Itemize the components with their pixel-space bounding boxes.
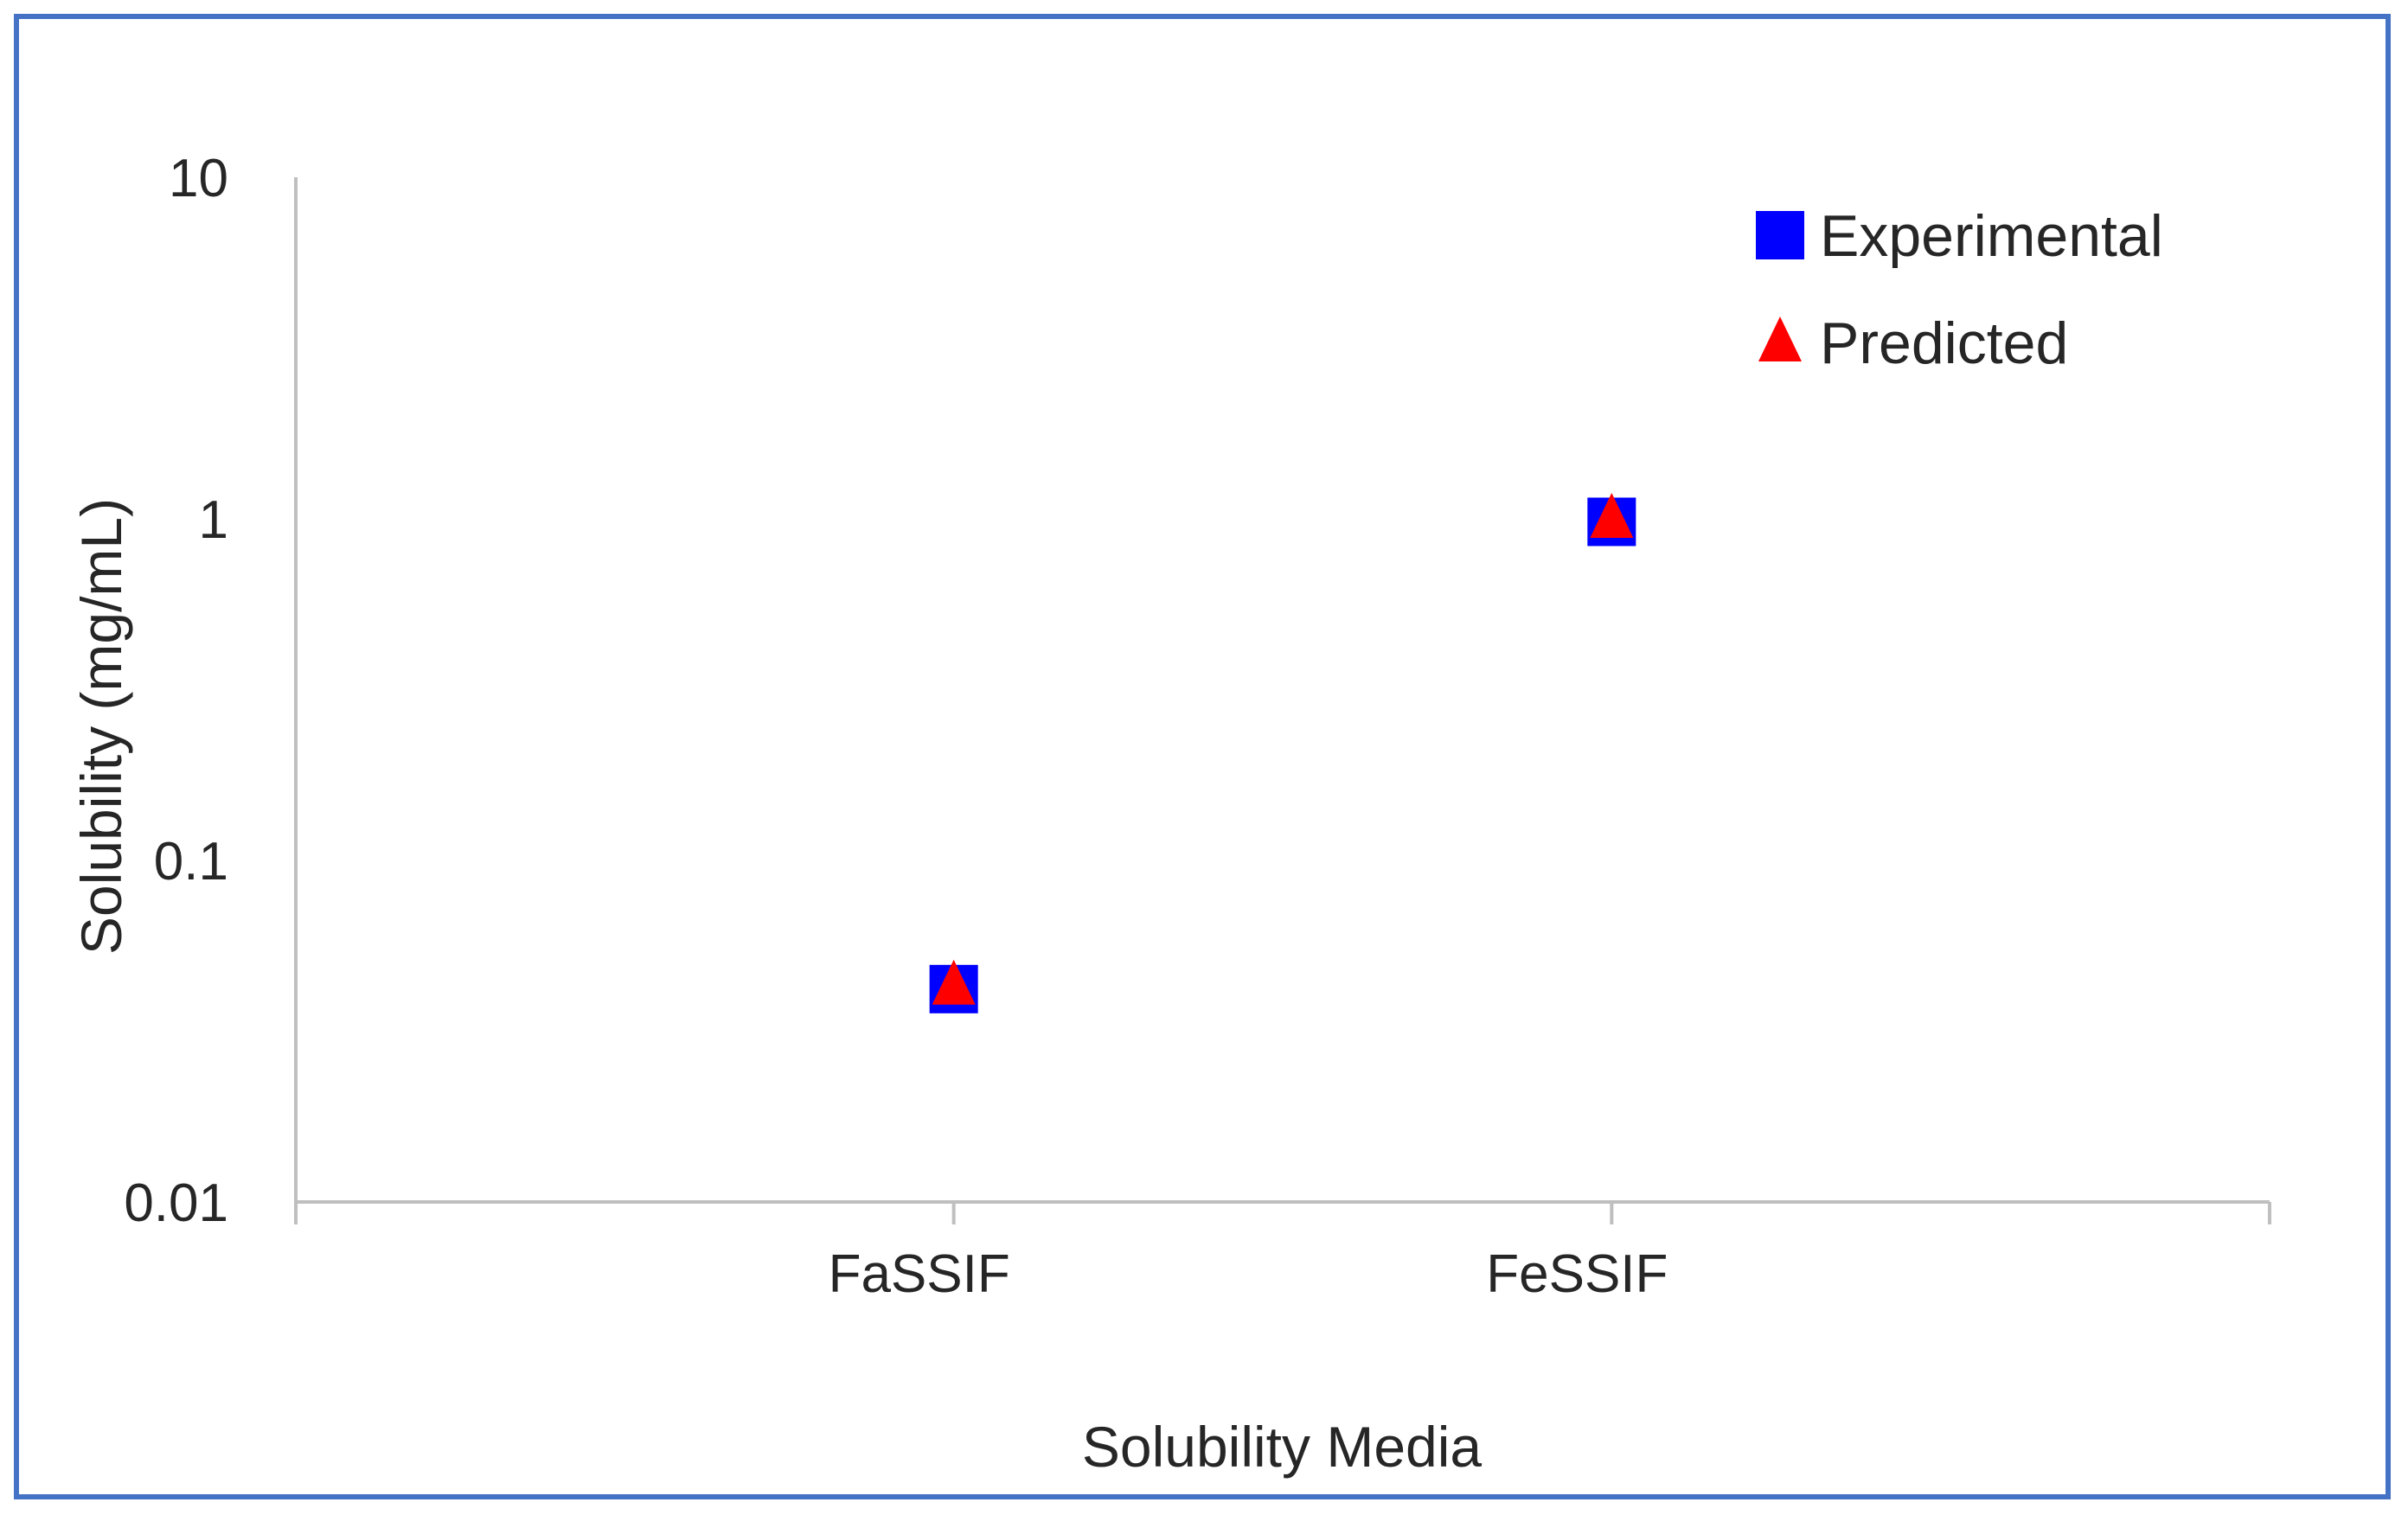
y-tick-label: 0.01 <box>124 1173 228 1233</box>
predicted-legend-marker <box>1758 316 1802 361</box>
x-axis-title: Solubility Media <box>1082 1415 1483 1479</box>
predicted-point <box>1590 493 1634 538</box>
x-tick-label: FeSSIF <box>1486 1244 1668 1304</box>
legend-label-predicted: Predicted <box>1820 310 2068 376</box>
legend-label-experimental: Experimental <box>1820 203 2163 269</box>
legend: Experimental Predicted <box>1756 203 2163 376</box>
axes <box>294 177 2271 1224</box>
y-tick-labels: 0.01 0.1 1 10 <box>124 149 228 1233</box>
predicted-point <box>932 959 976 1005</box>
data-points <box>929 493 1636 1013</box>
x-tick-labels: FaSSIF FeSSIF <box>829 1244 1668 1304</box>
y-tick-label: 1 <box>199 490 228 550</box>
chart-frame <box>14 14 2391 1499</box>
y-tick-label: 10 <box>169 149 228 208</box>
y-axis-title: Solubility (mg/mL) <box>69 498 133 955</box>
y-tick-label: 0.1 <box>154 832 228 892</box>
x-tick-label: FaSSIF <box>829 1244 1010 1304</box>
experimental-legend-marker <box>1756 211 1804 259</box>
